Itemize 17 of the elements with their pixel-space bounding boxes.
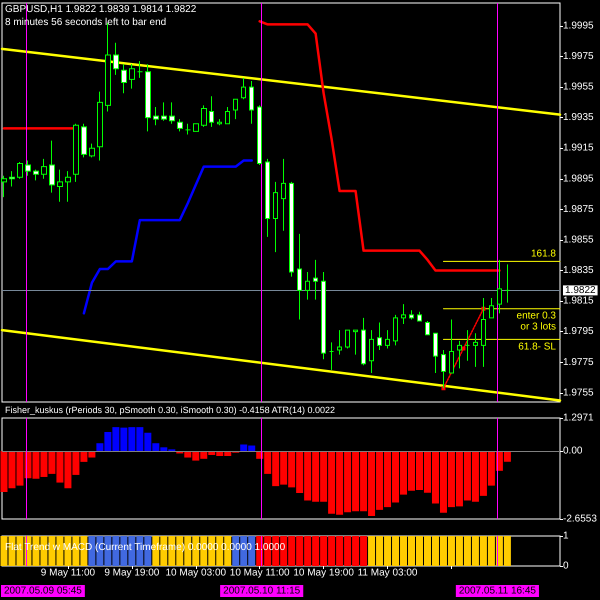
ref-line-label: 2007.05.10 11:15 — [223, 586, 301, 596]
ref-line-label: 2007.05.09 05:45 — [4, 586, 82, 596]
y-tick-label: 1.9775 — [563, 356, 594, 368]
x-tick-label: 11 May 03:00 — [358, 568, 418, 578]
ref-line-label: 2007.05.11 16:45 — [458, 586, 536, 596]
x-tick-label: 10 May 11:00 — [230, 568, 290, 578]
x-tick-label: 10 May 03:00 — [165, 568, 226, 578]
y-tick-label: 1.9755 — [563, 387, 594, 398]
y-tick-label: 0.00 — [563, 446, 583, 457]
y-tick-label: 1 — [563, 530, 569, 542]
x-tick-label: 9 May 11:00 — [40, 568, 96, 578]
y-tick-label: -2.6553 — [563, 514, 598, 524]
y-tick-label: 0 — [563, 560, 569, 572]
y-tick-label: 1.2971 — [563, 412, 594, 424]
chart-title: Fisher_kuskus (rPeriods 30, pSmooth 0.30, iSmooth 0.30) -0.4158 ATR(14) 0.0022 — [5, 405, 336, 415]
x-tick-label: 9 May 19:00 — [104, 568, 160, 578]
x-tick-label: 10 May 19:00 — [293, 568, 354, 578]
